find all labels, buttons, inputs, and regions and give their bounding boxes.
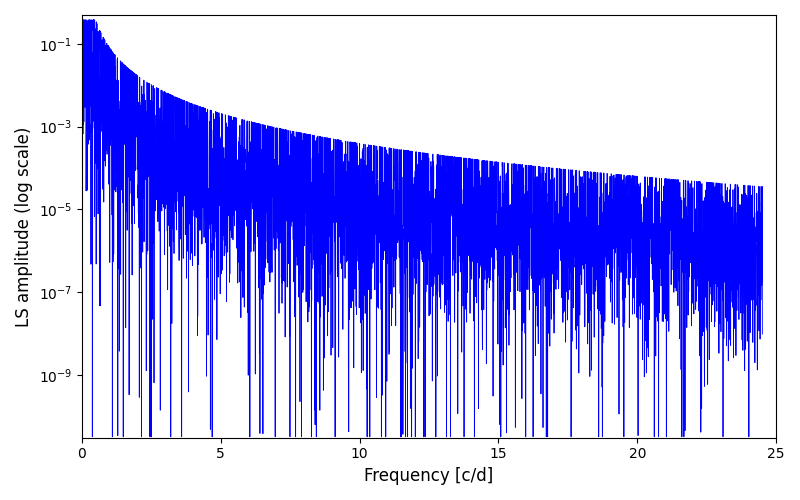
- X-axis label: Frequency [c/d]: Frequency [c/d]: [364, 467, 494, 485]
- Y-axis label: LS amplitude (log scale): LS amplitude (log scale): [15, 126, 33, 326]
